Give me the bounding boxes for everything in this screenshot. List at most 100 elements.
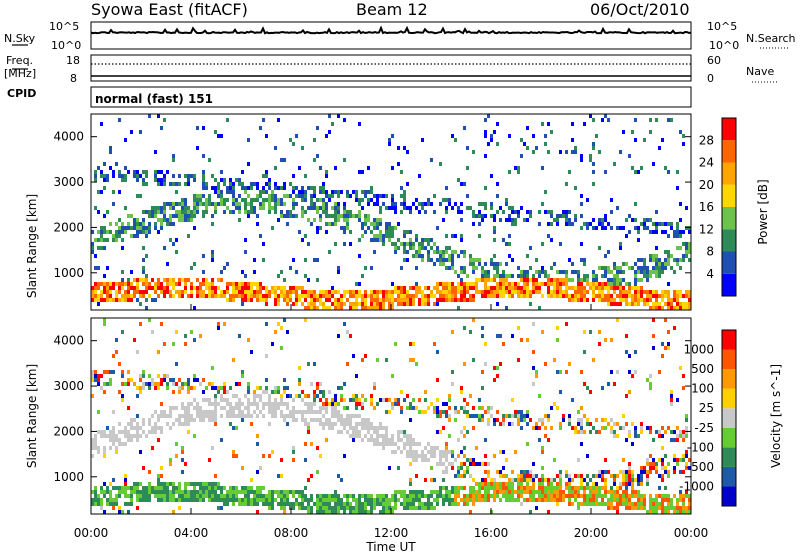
data-cell	[661, 478, 664, 482]
data-cell	[241, 294, 244, 298]
data-cell	[313, 502, 316, 506]
data-cell	[271, 414, 274, 418]
data-cell	[430, 454, 433, 458]
data-cell	[634, 370, 637, 374]
data-cell	[406, 502, 409, 506]
data-cell	[481, 406, 484, 410]
data-cell	[643, 270, 646, 274]
data-cell	[505, 278, 508, 282]
data-cell	[415, 266, 418, 270]
data-cell	[214, 414, 217, 418]
colorbar-segment	[722, 486, 736, 506]
data-cell	[436, 406, 439, 410]
data-cell	[337, 202, 340, 206]
data-cell	[493, 290, 496, 294]
data-cell	[556, 406, 559, 410]
data-cell	[469, 254, 472, 258]
data-cell	[145, 182, 148, 186]
data-cell	[109, 230, 112, 234]
data-cell	[424, 238, 427, 242]
data-cell	[370, 238, 373, 242]
data-cell	[484, 206, 487, 210]
data-cell	[328, 214, 331, 218]
data-cell	[646, 510, 649, 514]
data-cell	[229, 494, 232, 498]
data-cell	[235, 414, 238, 418]
data-cell	[292, 410, 295, 414]
data-cell	[259, 386, 262, 390]
nave-label: Nave	[746, 65, 774, 78]
data-cell	[310, 510, 313, 514]
data-cell	[490, 278, 493, 282]
data-cell	[322, 510, 325, 514]
data-cell	[406, 298, 409, 302]
data-cell	[253, 198, 256, 202]
data-cell	[580, 282, 583, 286]
data-cell	[487, 406, 490, 410]
data-cell	[682, 498, 685, 502]
data-cell	[529, 210, 532, 214]
data-cell	[247, 494, 250, 498]
data-cell	[670, 430, 673, 434]
data-cell	[436, 350, 439, 354]
data-cell	[178, 494, 181, 498]
data-cell	[223, 406, 226, 410]
data-cell	[265, 174, 268, 178]
data-cell	[580, 202, 583, 206]
data-cell	[418, 454, 421, 458]
data-cell	[283, 402, 286, 406]
data-cell	[97, 210, 100, 214]
data-cell	[457, 502, 460, 506]
data-cell	[118, 390, 121, 394]
data-cell	[157, 218, 160, 222]
data-cell	[475, 462, 478, 466]
data-cell	[448, 490, 451, 494]
data-cell	[232, 454, 235, 458]
data-cell	[544, 434, 547, 438]
data-cell	[229, 190, 232, 194]
colorbar-segment	[722, 162, 736, 185]
data-cell	[430, 202, 433, 206]
data-cell	[496, 334, 499, 338]
data-cell	[460, 298, 463, 302]
data-cell	[202, 174, 205, 178]
data-cell	[601, 286, 604, 290]
data-cell	[184, 278, 187, 282]
data-cell	[661, 222, 664, 226]
data-cell	[286, 422, 289, 426]
data-cell	[379, 194, 382, 198]
data-cell	[490, 290, 493, 294]
data-cell	[172, 406, 175, 410]
data-cell	[436, 250, 439, 254]
data-cell	[571, 398, 574, 402]
data-cell	[286, 498, 289, 502]
velocity-ylabel: Slant Range [km]	[25, 364, 39, 468]
data-cell	[649, 426, 652, 430]
data-cell	[445, 494, 448, 498]
data-cell	[430, 258, 433, 262]
data-cell	[499, 422, 502, 426]
data-cell	[148, 210, 151, 214]
data-cell	[343, 426, 346, 430]
data-cell	[217, 134, 220, 138]
data-cell	[154, 282, 157, 286]
data-cell	[649, 466, 652, 470]
y-tick-label: 4000	[53, 334, 84, 348]
data-cell	[613, 478, 616, 482]
data-cell	[106, 294, 109, 298]
data-cell	[109, 282, 112, 286]
data-cell	[463, 298, 466, 302]
data-cell	[583, 382, 586, 386]
data-cell	[685, 426, 688, 430]
data-cell	[613, 494, 616, 498]
data-cell	[358, 122, 361, 126]
data-cell	[178, 202, 181, 206]
data-cell	[436, 298, 439, 302]
data-cell	[652, 466, 655, 470]
data-cell	[130, 234, 133, 238]
data-cell	[547, 294, 550, 298]
data-cell	[127, 286, 130, 290]
data-cell	[598, 150, 601, 154]
data-cell	[130, 270, 133, 274]
data-cell	[259, 282, 262, 286]
